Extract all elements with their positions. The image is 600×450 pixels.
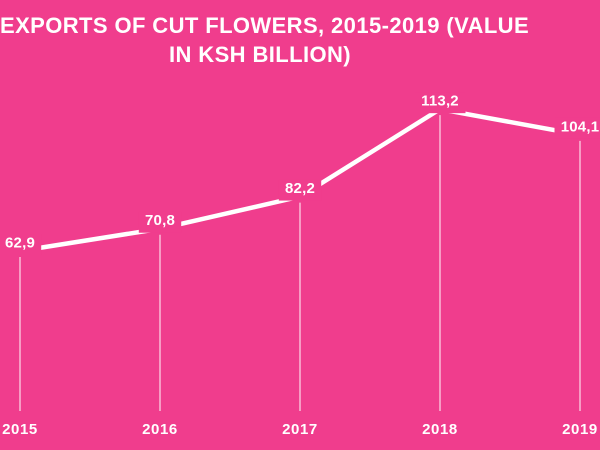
- data-label-2018: 113,2: [421, 93, 459, 110]
- data-label-2017: 82,2: [285, 180, 315, 197]
- data-label-mask: [138, 211, 182, 233]
- data-label-mask: [278, 179, 322, 201]
- data-label-mask: [414, 92, 466, 114]
- data-label-mask: [0, 234, 42, 255]
- x-axis-label-2015: 2015: [2, 421, 38, 438]
- data-label-2015: 62,9: [5, 235, 35, 252]
- chart-title-line-2: IN KSH BILLION): [169, 42, 351, 67]
- x-axis-label-2017: 2017: [282, 421, 318, 438]
- x-axis-label-2018: 2018: [422, 421, 458, 438]
- chart-title-line-1: EXPORTS OF CUT FLOWERS, 2015-2019 (VALUE: [0, 13, 530, 38]
- data-label-2016: 70,8: [145, 212, 175, 229]
- chart-title: EXPORTS OF CUT FLOWERS, 2015-2019 (VALUE…: [0, 11, 530, 69]
- x-axis-label-2016: 2016: [142, 421, 178, 438]
- data-label-2019: 104,1: [561, 118, 600, 135]
- data-label-mask: [554, 117, 600, 139]
- x-axis-label-2019: 2019: [562, 421, 598, 438]
